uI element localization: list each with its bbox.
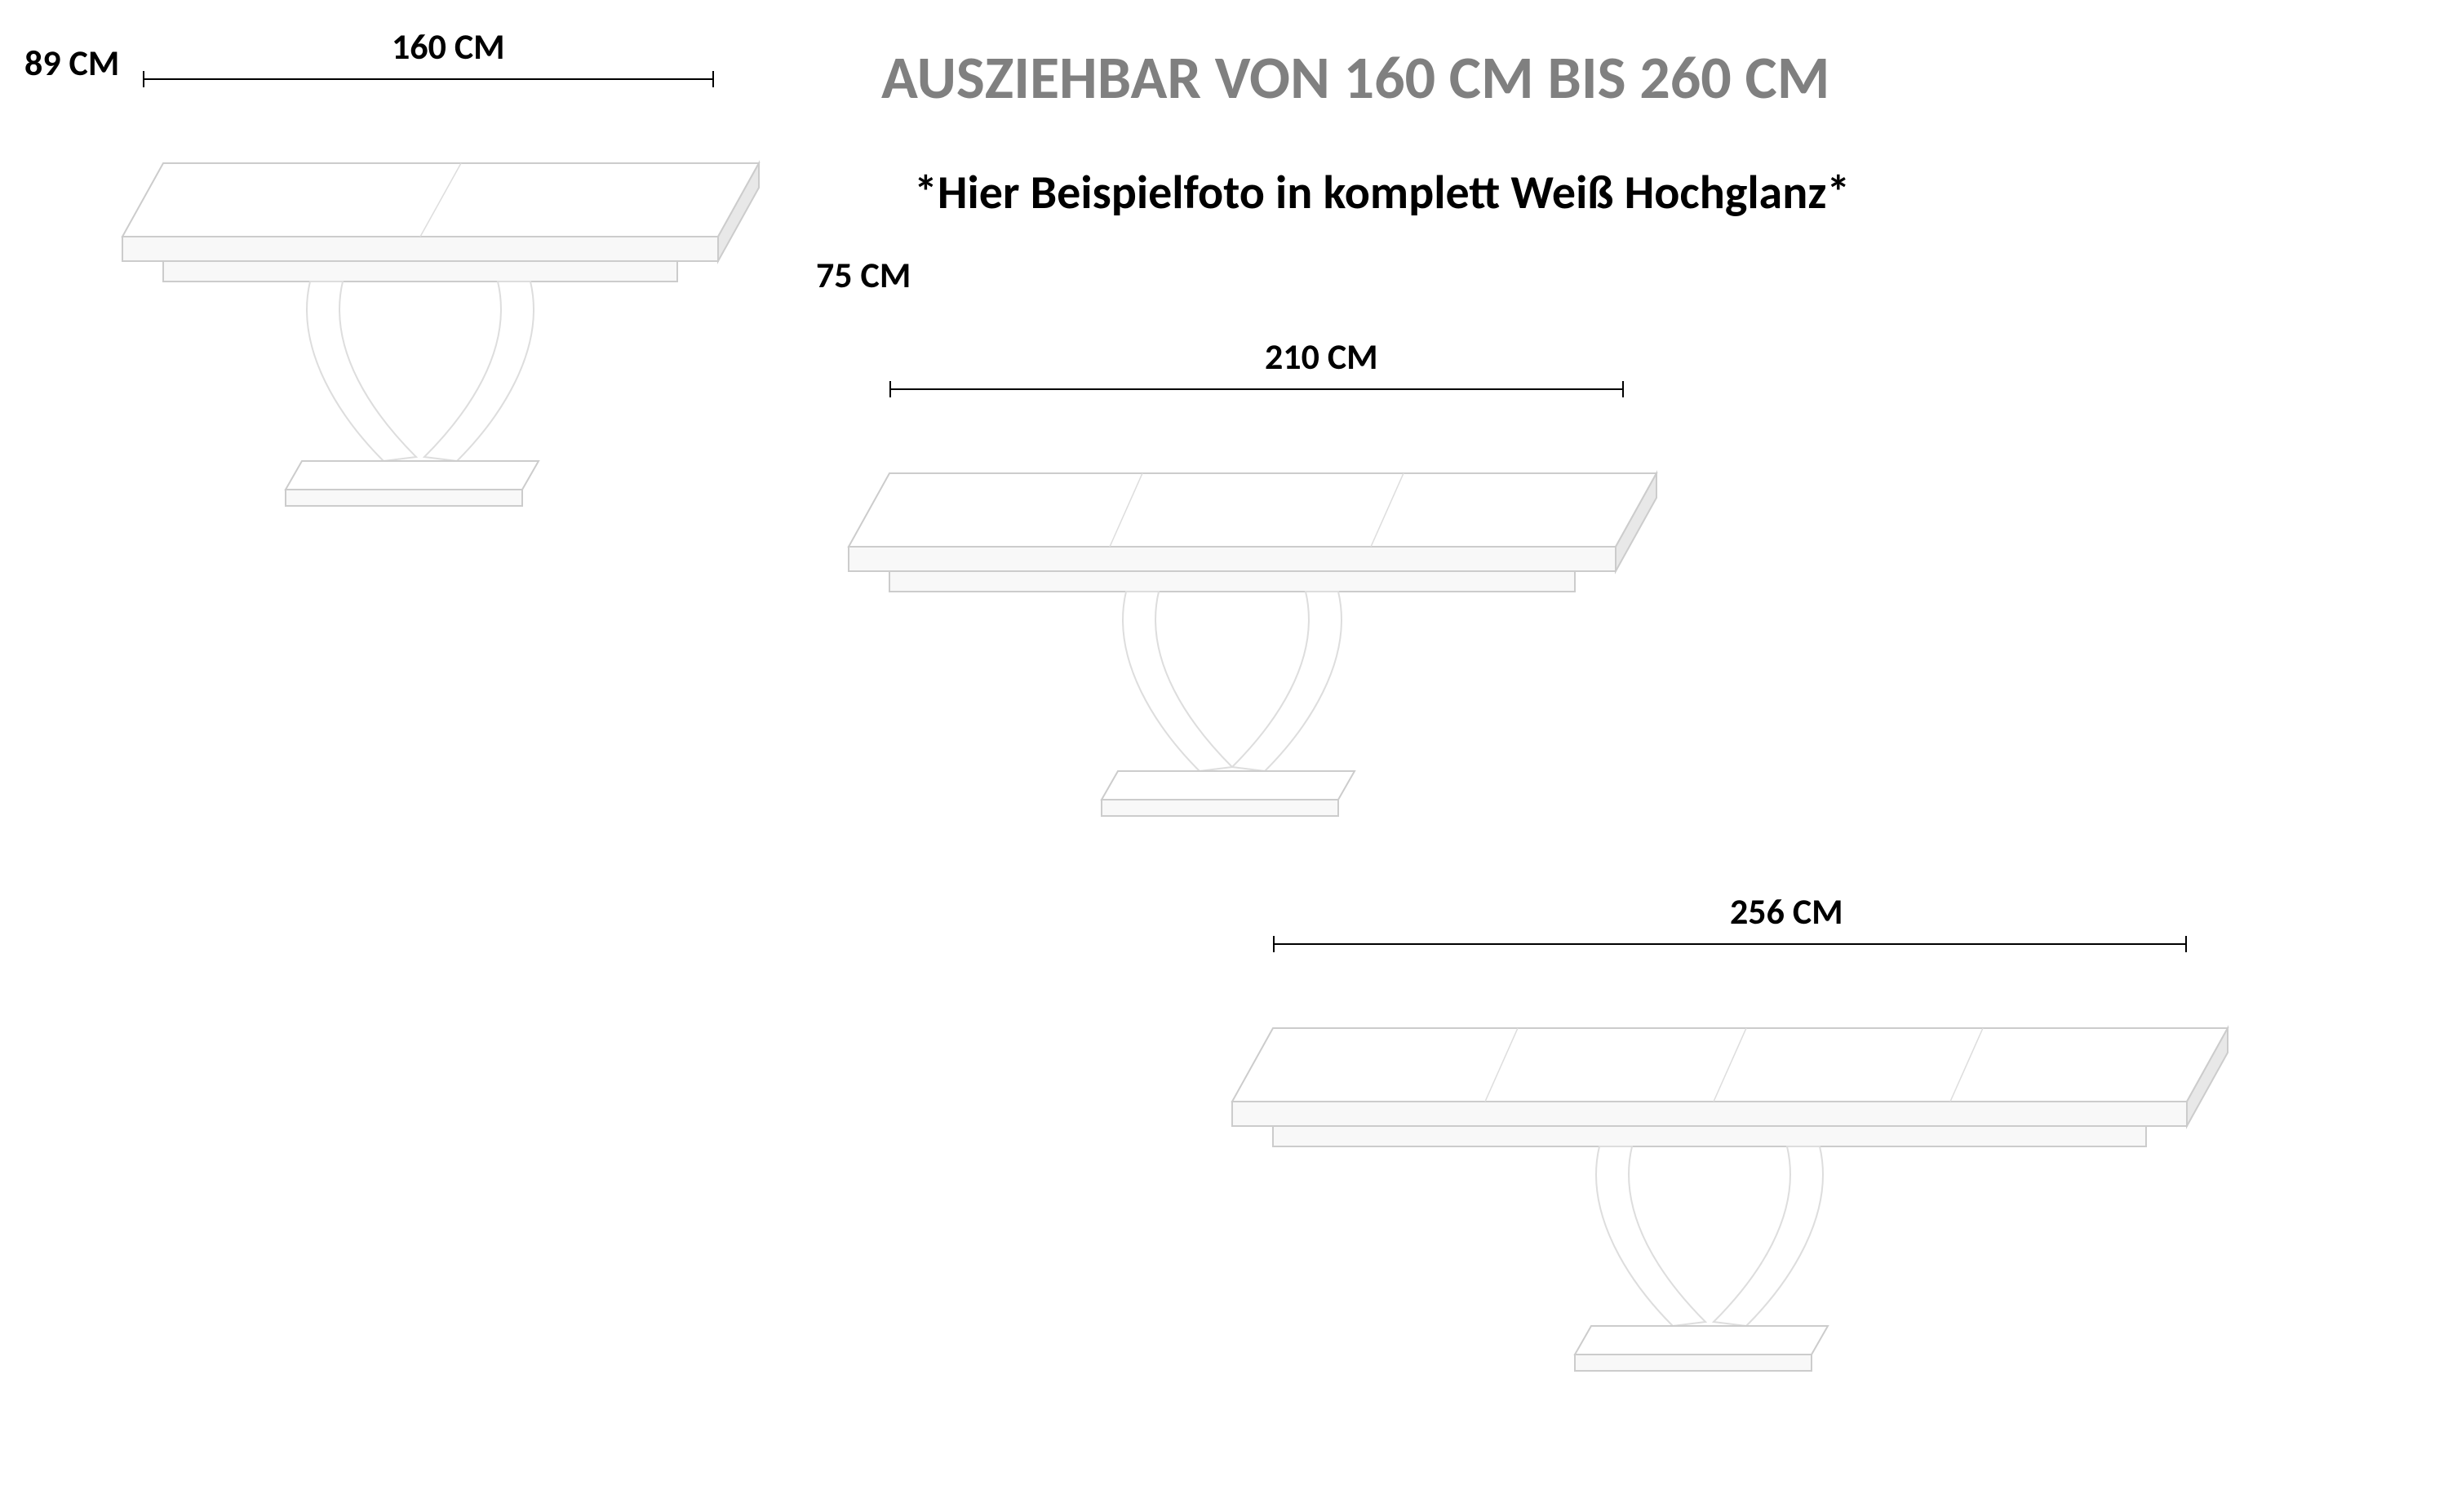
width-label-210: 210 CM (1265, 335, 1378, 379)
dim-line-256 (1273, 943, 2187, 945)
width-label-256: 256 CM (1730, 889, 1843, 933)
table-210 (832, 408, 1714, 836)
subtitle: *Hier Beispielfoto in komplett Weiß Hoch… (914, 163, 1850, 221)
width-label-160: 160 CM (392, 24, 505, 69)
main-title: AUSZIEHBAR VON 160 CM BIS 260 CM (881, 41, 1829, 114)
dim-line-210 (889, 388, 1624, 390)
table-256 (1208, 963, 2285, 1391)
dim-line-160 (143, 78, 714, 80)
table-160 (114, 98, 808, 526)
depth-label-89: 89 CM (24, 41, 119, 85)
height-label-75: 75 CM (816, 253, 911, 297)
